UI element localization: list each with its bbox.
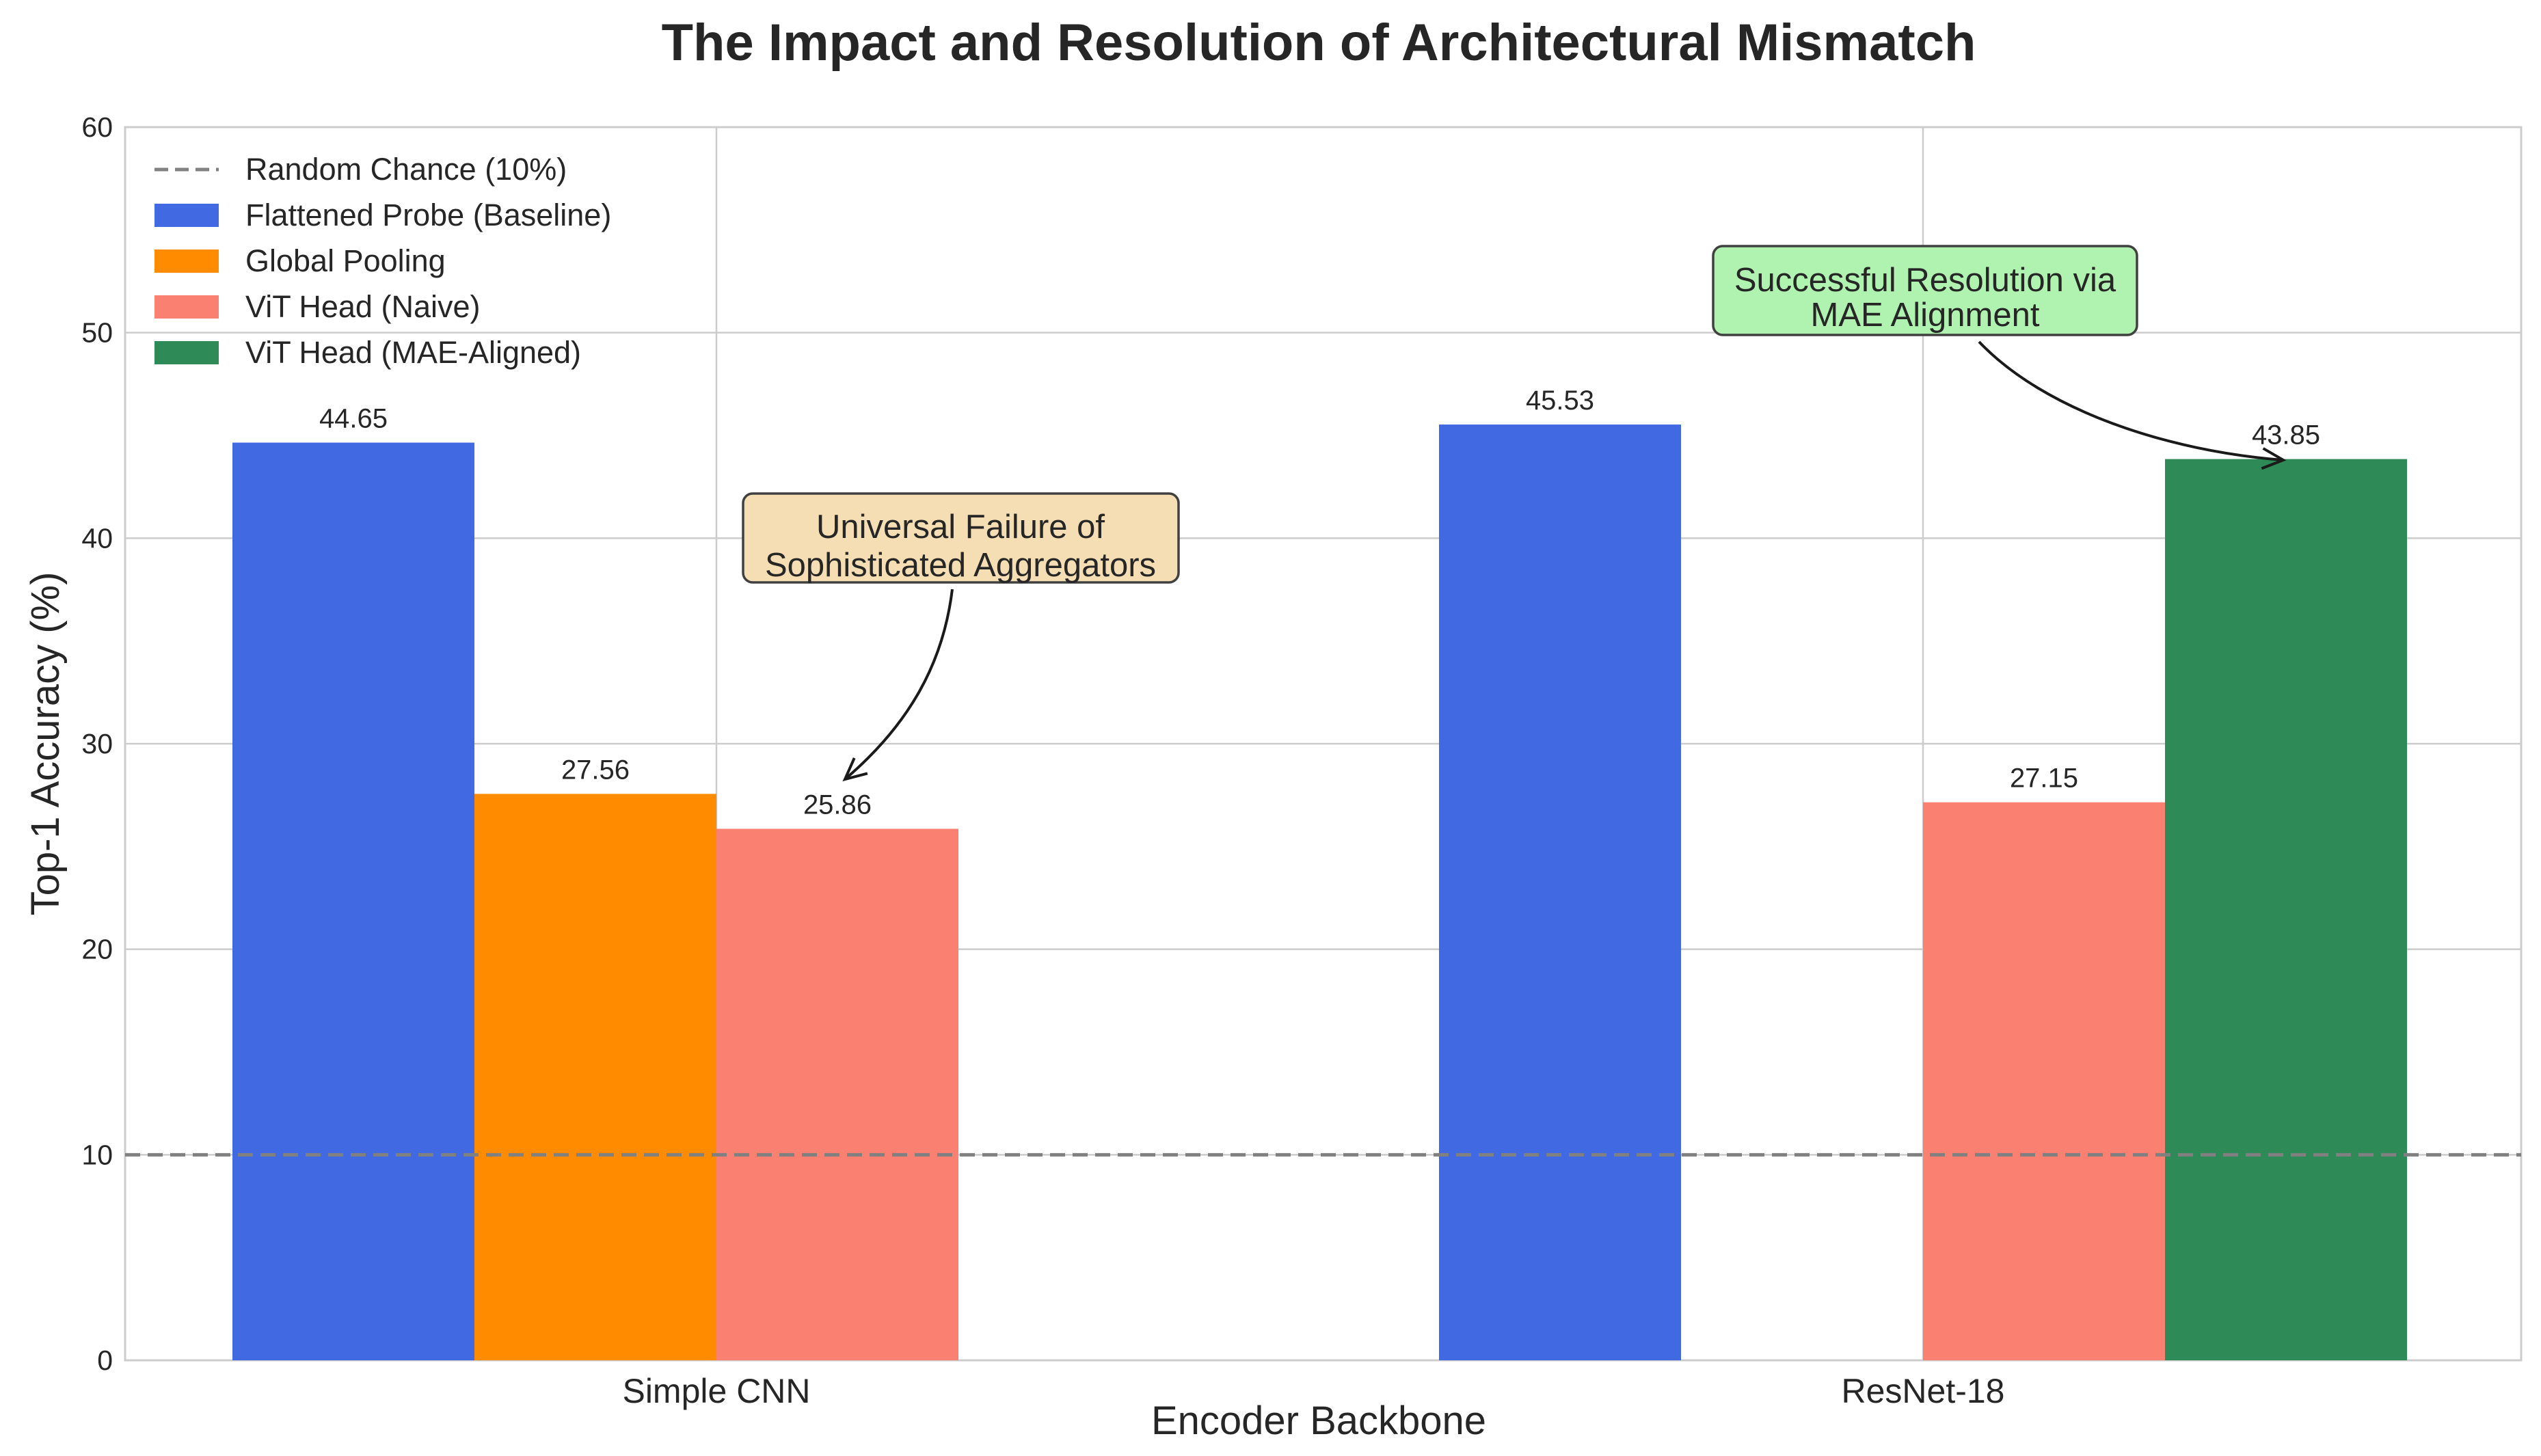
legend-swatch [154, 204, 219, 227]
bar [1923, 802, 2165, 1360]
data-label: 27.15 [2010, 764, 2078, 794]
legend-label: Global Pooling [245, 243, 446, 278]
legend-label: ViT Head (MAE-Aligned) [245, 335, 581, 370]
y-tick-label: 60 [81, 111, 113, 143]
data-label: 25.86 [803, 790, 872, 820]
annotation-text: Universal Failure of [816, 509, 1105, 545]
plot-area: 0 10 20 30 40 50 60 Simple CNN ResNet-18 44.65 45.… [81, 111, 2523, 1410]
bar [232, 442, 474, 1360]
bar [1439, 424, 1681, 1360]
legend-label: Flattened Probe (Baseline) [245, 198, 611, 232]
annotation-arrowhead [842, 757, 868, 781]
y-tick-label: 10 [81, 1139, 113, 1170]
y-tick-label: 30 [81, 728, 113, 759]
annotation-box [742, 492, 1180, 584]
data-label: 44.65 [319, 404, 388, 434]
data-label: 27.56 [561, 755, 630, 785]
x-tick-label: ResNet-18 [1842, 1372, 2005, 1410]
annotation-arrow [844, 589, 954, 781]
legend-label: ViT Head (Naive) [245, 289, 480, 324]
bar [474, 794, 716, 1360]
data-label: 43.85 [2252, 420, 2320, 450]
x-axis-title: Encoder Backbone [1151, 1399, 1486, 1443]
annotation-text: Successful Resolution via [1734, 262, 2116, 299]
y-tick-label: 40 [81, 522, 113, 554]
legend-label: Random Chance (10%) [245, 152, 567, 187]
annotation-text: Sophisticated Aggregators [765, 547, 1156, 584]
legend-swatch [154, 250, 219, 273]
chart-title: The Impact and Resolution of Architectur… [662, 14, 1976, 72]
x-tick-label: Simple CNN [622, 1372, 810, 1410]
bar [2165, 459, 2407, 1360]
legend-swatch [154, 341, 219, 364]
annotation-arrow [1978, 340, 2284, 461]
data-label: 45.53 [1526, 386, 1594, 416]
y-axis-title: Top-1 Accuracy (%) [23, 572, 68, 916]
legend-swatch [154, 295, 219, 319]
bar [716, 828, 958, 1360]
annotation-arrowhead [2261, 447, 2287, 470]
y-tick-label: 0 [97, 1345, 113, 1376]
y-tick-label: 50 [81, 317, 113, 349]
y-tick-label: 20 [81, 934, 113, 965]
annotation-text: MAE Alignment [1811, 297, 2040, 334]
annotation-box [1712, 245, 2138, 336]
